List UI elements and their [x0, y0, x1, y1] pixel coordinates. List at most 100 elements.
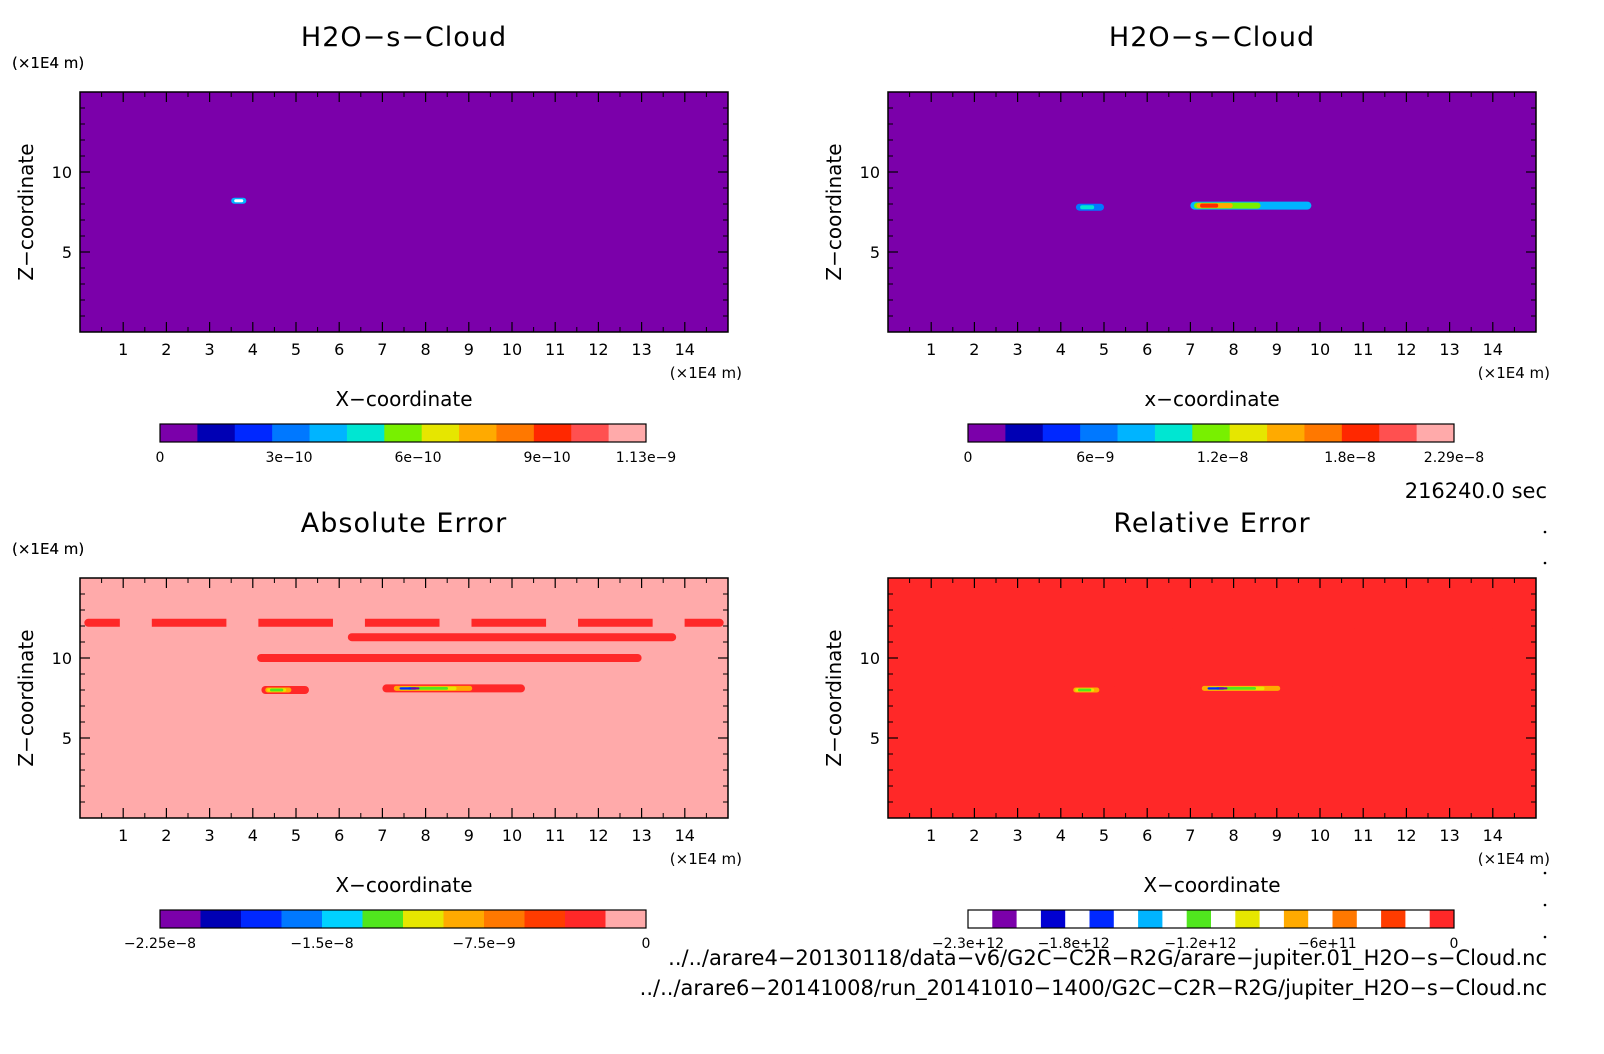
colorbar-swatch — [1405, 910, 1431, 928]
band-gap — [1247, 616, 1280, 629]
colorbar-swatch — [421, 424, 460, 442]
x-axis-label: X−coordinate — [335, 387, 472, 411]
x-tick-label: 1 — [926, 340, 936, 359]
band-gap — [652, 616, 685, 629]
colorbar-frame — [967, 909, 1455, 929]
x-tick-label: 8 — [1229, 826, 1239, 845]
y-axis: 5 10 — [860, 593, 1536, 803]
band-gap — [1354, 616, 1387, 629]
x-tick-label: 9 — [1272, 340, 1282, 359]
x-tick-label: 11 — [545, 340, 565, 359]
y-tick-label: 10 — [860, 649, 880, 668]
x-tick-label: 2 — [969, 340, 979, 359]
x-axis: 1 2 3 4 5 6 7 8 9 10 11 12 13 14 — [101, 92, 707, 359]
x-tick-label: 8 — [421, 826, 431, 845]
cloud-core — [1200, 203, 1219, 208]
x-tick-label: 5 — [291, 826, 301, 845]
colorbar-tick-label: 3e−10 — [265, 450, 312, 466]
x-tick-label: 1 — [118, 826, 128, 845]
colorbar-swatch — [309, 424, 348, 442]
x-tick-label: 6 — [334, 340, 344, 359]
colorbar-frame — [967, 423, 1455, 443]
x-tick-label: 13 — [631, 340, 651, 359]
colorbar-swatch — [403, 910, 444, 928]
colorbar-frame — [159, 909, 647, 929]
colorbar-tick-label: 0 — [1450, 936, 1459, 952]
colorbar-swatch — [384, 424, 423, 442]
band-gap — [1460, 616, 1493, 629]
panel-h2o-cloud-comparison: H2O−s−Cloud(×1E4 m)1 2 3 4 5 6 7 8 9 10 11 12 13 14(×… — [12, 22, 1550, 466]
band-gap — [119, 616, 152, 629]
x-tick-label: 11 — [1353, 826, 1373, 845]
x-tick-label: 11 — [1353, 340, 1373, 359]
colorbar-swatch — [1154, 424, 1193, 442]
y-axis-label: Z−coordinate — [14, 143, 38, 280]
error-core-green — [1077, 688, 1092, 692]
y-axis: 5 10 — [52, 593, 728, 803]
band-gap — [546, 616, 579, 629]
plot-area — [888, 578, 1536, 818]
y-tick-label: 5 — [870, 243, 880, 262]
colorbar-swatch — [1089, 910, 1115, 928]
x-axis: 1 2 3 4 5 6 7 8 9 10 11 12 13 14 — [909, 92, 1515, 359]
x-tick-label: 13 — [1439, 826, 1459, 845]
y-axis-label: Z−coordinate — [822, 629, 846, 766]
band-gap — [332, 616, 365, 629]
colorbar-swatch — [533, 424, 572, 442]
y-unit-label: (×1E4 m) — [12, 54, 84, 72]
colorbar-swatch — [608, 424, 647, 442]
x-tick-label: 7 — [377, 340, 387, 359]
colorbar-swatch — [1341, 424, 1380, 442]
x-tick-label: 3 — [205, 826, 215, 845]
colorbar-swatch — [496, 424, 535, 442]
colorbar-swatch — [1235, 910, 1261, 928]
panel-h2o-cloud-reference: H2O−s−Cloud(×1E4 m)1 2 3 4 5 6 7 8 9 10 11 12 13 14(×… — [12, 22, 742, 466]
colorbar-tick-label: 2.29e−8 — [1424, 450, 1484, 466]
colorbar-swatch — [968, 910, 993, 928]
colorbar-tick-label: −1.5e−8 — [290, 936, 353, 952]
x-tick-label: 1 — [118, 340, 128, 359]
colorbar-swatch — [1065, 910, 1090, 928]
contour-features — [892, 616, 1532, 694]
colorbar-swatch — [484, 910, 525, 928]
colorbar-swatch — [968, 424, 1006, 442]
colorbar-swatch — [571, 424, 610, 442]
y-unit-label: (×1E4 m) — [12, 540, 84, 558]
colorbar-tick-label: 0 — [964, 450, 973, 466]
x-tick-label: 2 — [969, 826, 979, 845]
x-tick-label: 5 — [1099, 826, 1109, 845]
x-tick-label: 14 — [1483, 340, 1503, 359]
colorbar-swatch — [1267, 424, 1305, 442]
panel-relative-error: Relative Error(×1E4 m)1 2 3 4 5 6 7 8 9 10 11 12 13 1… — [12, 508, 1550, 952]
colorbar-swatch — [1186, 910, 1212, 928]
colorbar-swatch — [1211, 910, 1236, 928]
band-gap — [226, 616, 259, 629]
colorbar: 0 6e−9 1.2e−8 1.8e−8 2.29e−8 — [964, 423, 1484, 466]
colorbar-swatch — [1162, 910, 1188, 928]
colorbar-swatch — [1138, 910, 1163, 928]
error-band — [1155, 633, 1485, 642]
error-core-purple — [1218, 687, 1228, 690]
colorbar-swatch — [362, 910, 404, 928]
colorbar-tick-label: 1.13e−9 — [616, 450, 676, 466]
x-axis: 1 2 3 4 5 6 7 8 9 10 11 12 13 14 — [909, 578, 1515, 845]
error-band — [347, 633, 677, 642]
x-tick-label: 10 — [1310, 340, 1330, 359]
colorbar-tick-label: −7.5e−9 — [452, 936, 515, 952]
x-tick-label: 9 — [1272, 826, 1282, 845]
colorbar-swatch — [1304, 424, 1343, 442]
colorbar-swatch — [281, 910, 323, 928]
contour-features — [231, 197, 247, 204]
colorbar: 0 3e−10 6e−10 9e−10 1.13e−9 — [156, 423, 676, 466]
x-tick-label: 3 — [1013, 340, 1023, 359]
colorbar-swatch — [1381, 910, 1406, 928]
x-tick-label: 7 — [377, 826, 387, 845]
x-tick-label: 13 — [631, 826, 651, 845]
x-tick-label: 4 — [1056, 826, 1066, 845]
colorbar-swatch — [234, 424, 273, 442]
y-tick-label: 10 — [860, 163, 880, 182]
x-tick-label: 5 — [291, 340, 301, 359]
panel-title: H2O−s−Cloud — [1109, 22, 1315, 53]
x-tick-label: 7 — [1185, 340, 1195, 359]
colorbar-swatch — [459, 424, 497, 442]
